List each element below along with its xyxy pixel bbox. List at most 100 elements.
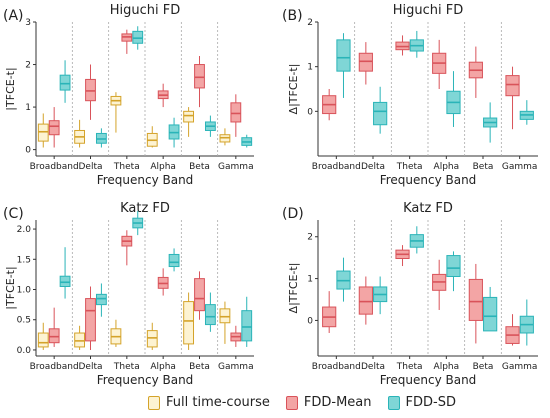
box-full-time-course [110, 92, 122, 133]
x-tick-label: Broadband [312, 362, 361, 372]
box-fdd-mean [358, 42, 373, 85]
box-iqr [468, 278, 483, 321]
box-iqr [183, 110, 195, 123]
y-tick-label: 1 [25, 103, 31, 113]
x-tick-label: Beta [189, 362, 210, 372]
panel-letter: (C) [3, 206, 24, 222]
box-fdd-mean [121, 29, 133, 54]
x-tick-label: Beta [189, 162, 210, 172]
box-iqr [194, 278, 205, 312]
box-fdd-sd [132, 210, 144, 236]
x-tick-label: Broadband [30, 362, 79, 372]
x-tick-label: Theta [113, 362, 140, 372]
y-axis-label: Δ|TFCE-t| [287, 263, 300, 314]
x-axis-label: Frequency Band [380, 173, 477, 187]
chart-title: Katz FD [403, 201, 453, 216]
x-tick-label: Theta [396, 362, 423, 372]
legend-label-fdd-sd: FDD-SD [405, 395, 456, 410]
box-fdd-sd [59, 60, 71, 103]
box-iqr [132, 30, 144, 44]
y-tick-label: 1.0 [17, 286, 32, 296]
box-iqr [85, 298, 96, 342]
box-iqr [483, 296, 498, 332]
box-fdd-sd [132, 26, 144, 50]
box-fdd-mean [395, 35, 410, 56]
y-tick-label: 1 [307, 275, 313, 285]
y-tick-label: 3 [25, 18, 31, 28]
box-fdd-mean [505, 314, 520, 346]
box-fdd-mean [230, 325, 242, 347]
box-fdd-mean [85, 64, 96, 120]
x-tick-label: Beta [473, 162, 494, 172]
chart-title: Higuchi FD [110, 3, 181, 18]
box-iqr [505, 75, 520, 97]
box-fdd-sd [483, 102, 498, 143]
box-fdd-mean [85, 286, 96, 350]
y-tick-label: 0 [307, 316, 313, 326]
legend-swatch-full-time-course [148, 395, 160, 410]
box-fdd-mean [358, 276, 373, 325]
y-tick-label: 1.5 [17, 255, 31, 265]
y-tick-label: 0 [307, 107, 313, 117]
y-tick-label: 2 [307, 233, 313, 243]
x-tick-label: Delta [78, 162, 102, 172]
box-fdd-mean [194, 56, 205, 108]
legend-item-fdd-mean: FDD-Mean [285, 395, 372, 410]
x-tick-label: Theta [113, 162, 140, 172]
box-full-time-course [183, 107, 195, 137]
chart-title: Katz FD [120, 201, 170, 216]
x-tick-label: Gamma [502, 362, 538, 372]
box-fdd-sd [59, 247, 71, 299]
y-tick-label: 1 [307, 63, 313, 73]
box-iqr [358, 286, 373, 315]
x-tick-label: Gamma [502, 162, 538, 172]
x-axis-label: Frequency Band [97, 173, 194, 187]
y-tick-label: 2.0 [17, 225, 32, 235]
panel-a: (A) Higuchi FD 0 1 2 3 |TFCE-t| Broadband Delta T… [3, 3, 254, 187]
box-fdd-sd [446, 71, 461, 127]
box-fdd-mean [322, 89, 337, 121]
box-fdd-mean [48, 307, 60, 347]
x-tick-label: Alpha [150, 362, 176, 372]
box-iqr [373, 101, 388, 126]
box-fdd-sd [204, 115, 216, 137]
box-fdd-mean [157, 83, 169, 108]
x-tick-label: Gamma [218, 362, 254, 372]
box-iqr [336, 39, 351, 72]
x-tick-label: Delta [361, 162, 385, 172]
box-full-time-course [146, 126, 158, 148]
x-tick-label: Broadband [312, 162, 361, 172]
x-tick-label: Delta [361, 362, 385, 372]
box-full-time-course [110, 319, 122, 347]
box-fdd-mean [322, 291, 337, 333]
box-fdd-mean [505, 66, 520, 130]
box-iqr [219, 308, 231, 324]
box-fdd-sd [336, 257, 351, 302]
box-fdd-mean [121, 230, 133, 266]
box-fdd-sd [241, 296, 253, 347]
box-full-time-course [37, 113, 49, 148]
box-iqr [37, 332, 49, 348]
x-tick-label: Beta [473, 362, 494, 372]
box-iqr [204, 304, 216, 326]
box-fdd-sd [336, 33, 351, 98]
box-fdd-sd [373, 86, 388, 134]
y-tick-label: 0.5 [17, 316, 31, 326]
box-fdd-sd [168, 117, 180, 148]
legend-swatch-fdd-mean [285, 395, 298, 410]
box-fdd-mean [468, 46, 483, 98]
box-fdd-sd [409, 30, 424, 58]
legend-swatch-fdd-sd [387, 395, 400, 410]
box-iqr [230, 102, 242, 123]
box-full-time-course [183, 292, 195, 350]
y-tick-label: 2 [25, 61, 31, 71]
x-tick-label: Alpha [434, 362, 460, 372]
y-tick-label: 0 [25, 146, 31, 156]
box-iqr [59, 275, 71, 287]
y-tick-label: 0.0 [17, 346, 32, 356]
box-iqr [59, 74, 71, 91]
box-full-time-course [219, 128, 231, 146]
box-iqr [48, 120, 60, 136]
